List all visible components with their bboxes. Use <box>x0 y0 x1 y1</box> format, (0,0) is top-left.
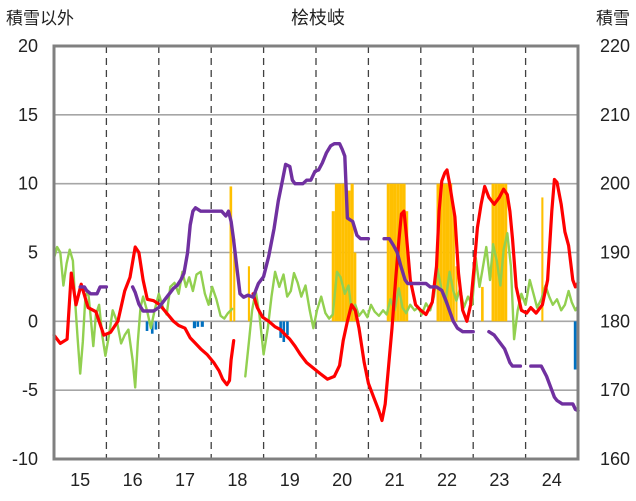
precip-bar <box>442 183 446 322</box>
x-tick-label: 17 <box>175 470 195 490</box>
y-left-tick-label: 0 <box>28 311 38 331</box>
precip-bar <box>331 211 335 322</box>
precip-bar <box>344 183 348 322</box>
precip-bar <box>229 186 233 322</box>
precip-bar <box>445 183 450 322</box>
y-left-tick-label: -10 <box>12 449 38 469</box>
precip-bar <box>439 183 443 322</box>
purple-series-line <box>382 236 475 334</box>
precip-bar <box>402 183 406 322</box>
x-tick-label: 16 <box>123 470 143 490</box>
precip-bar <box>497 183 501 322</box>
precip-bar <box>200 321 204 327</box>
precip-bar <box>389 183 394 322</box>
y-left-tick-label: 5 <box>28 243 38 263</box>
precip-bar <box>196 321 200 327</box>
x-tick-label: 23 <box>489 470 509 490</box>
red-series-line <box>52 245 236 387</box>
series-lines <box>52 141 580 423</box>
purple-series-line <box>78 285 109 296</box>
precip-bar <box>233 238 236 322</box>
precip-bar <box>386 183 390 322</box>
y-left-tick-label: 20 <box>18 36 38 56</box>
x-tick-label: 20 <box>332 470 352 490</box>
y-right-tick-label: 220 <box>600 36 630 56</box>
red-series-line <box>251 168 580 423</box>
green-series-line <box>52 245 234 389</box>
precip-bar <box>145 321 149 331</box>
purple-series-line <box>487 330 523 368</box>
precip-bar <box>341 183 345 322</box>
chart-title: 桧枝岐 <box>291 8 345 29</box>
y-right-tick-label: 190 <box>600 243 630 263</box>
precip-bar <box>286 321 289 336</box>
x-tick-label: 22 <box>437 470 457 490</box>
precip-bar <box>399 183 403 322</box>
precip-bar <box>154 321 158 330</box>
plot-frame <box>52 44 580 461</box>
x-tick-label: 24 <box>542 470 562 490</box>
precip-bar <box>347 190 351 322</box>
y-right-axis-label: 積雪 <box>596 9 630 29</box>
precip-bar <box>455 266 458 322</box>
x-tick-label: 19 <box>280 470 300 490</box>
y-left-tick-label: -5 <box>22 380 38 400</box>
precip-bar <box>541 197 544 322</box>
y-right-tick-label: 200 <box>600 174 630 194</box>
precip-bar <box>338 183 342 322</box>
y-left-tick-label: 10 <box>18 174 38 194</box>
green-series-line <box>244 231 580 378</box>
precip-bar <box>393 183 397 322</box>
precip-bar <box>449 183 453 322</box>
precip-bar <box>481 286 484 322</box>
precip-bar <box>452 211 455 322</box>
purple-series-line <box>130 141 371 313</box>
x-tick-label: 18 <box>227 470 247 490</box>
precip-bar <box>350 183 354 322</box>
precip-bar <box>334 183 339 322</box>
precip-bar <box>353 252 357 322</box>
y-right-tick-label: 170 <box>600 380 630 400</box>
tick-labels: 20 15 10 5 0 -5 -10 220 210 200 190 180 170 160 15 16 17… <box>12 36 630 490</box>
y-right-tick-label: 210 <box>600 105 630 125</box>
precip-bar <box>573 321 577 370</box>
precip-bar <box>405 211 409 322</box>
precip-bar <box>504 183 508 322</box>
purple-series-line <box>529 364 580 413</box>
x-tick-label: 15 <box>70 470 90 490</box>
precip-bar <box>192 321 197 329</box>
y-left-tick-label: 15 <box>18 105 38 125</box>
x-tick-label: 21 <box>385 470 405 490</box>
y-left-axis-label: 積雪以外 <box>6 9 74 29</box>
precip-bar <box>494 183 498 322</box>
y-right-tick-label: 160 <box>600 449 630 469</box>
y-right-tick-label: 180 <box>600 311 630 331</box>
